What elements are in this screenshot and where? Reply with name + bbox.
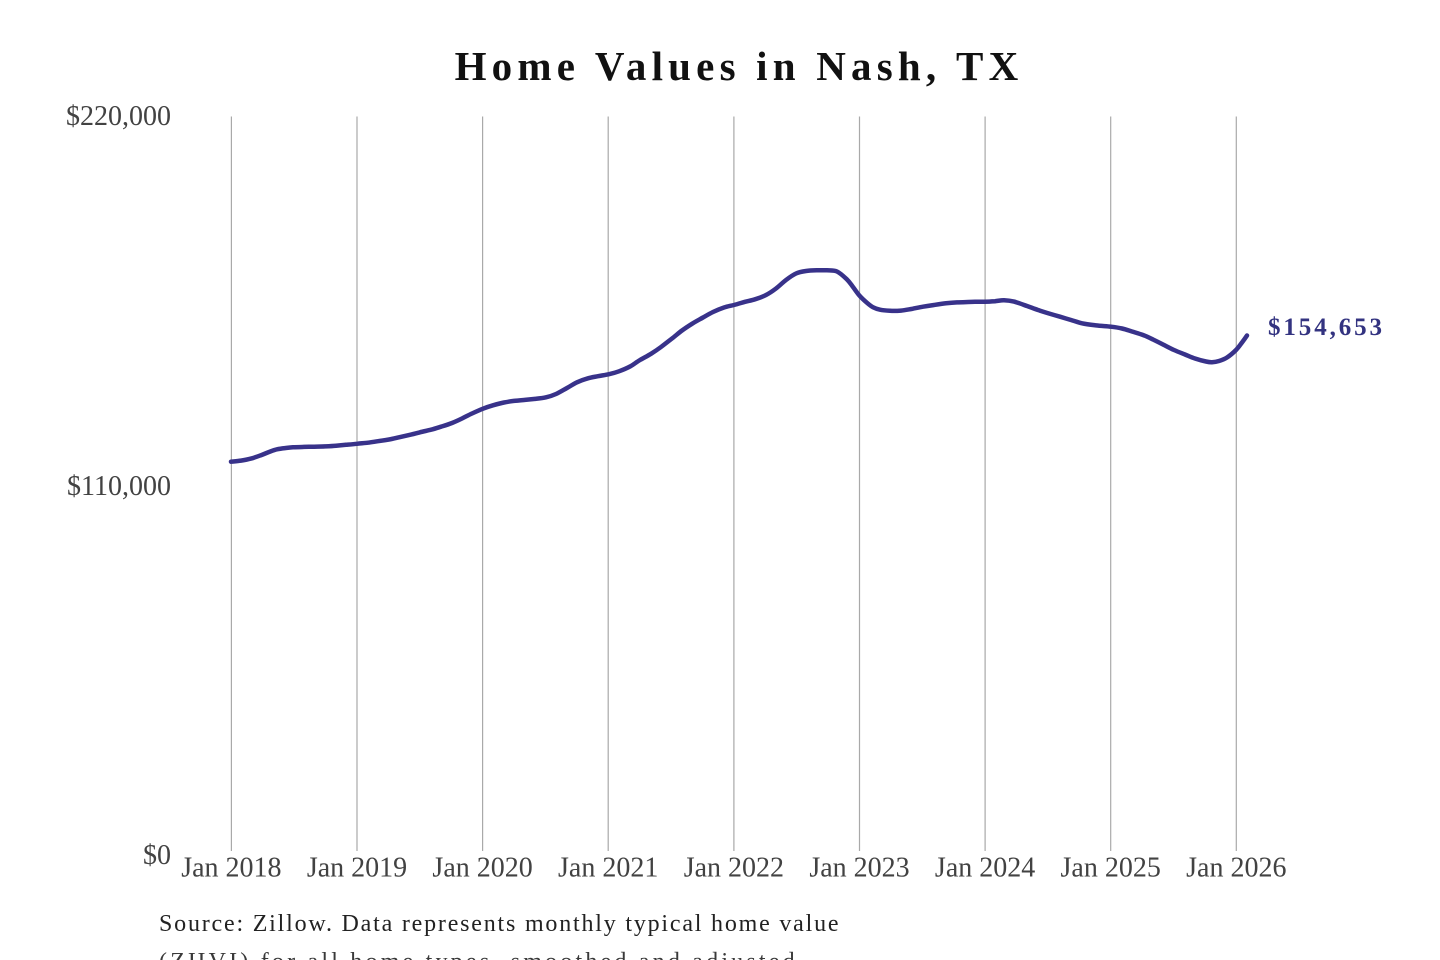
svg-text:Jan 2020: Jan 2020 [432,853,532,884]
svg-text:Jan 2025: Jan 2025 [1061,853,1161,884]
svg-text:$0: $0 [143,840,171,871]
svg-text:Jan 2024: Jan 2024 [935,853,1035,884]
svg-text:$110,000: $110,000 [67,471,171,502]
svg-text:Jan 2019: Jan 2019 [307,853,407,884]
svg-text:Jan 2021: Jan 2021 [558,853,658,884]
svg-text:Source: Zillow. Data represent: Source: Zillow. Data represents monthly … [159,911,840,937]
svg-text:$220,000: $220,000 [66,101,171,132]
svg-text:Jan 2023: Jan 2023 [809,853,909,884]
svg-text:Jan 2022: Jan 2022 [684,853,784,884]
svg-text:(ZHVI) for all home types, smo: (ZHVI) for all home types, smoothed and … [159,949,798,960]
svg-text:Jan 2018: Jan 2018 [181,853,281,884]
svg-text:Home Values in Nash, TX: Home Values in Nash, TX [455,43,1024,89]
svg-text:$154,653: $154,653 [1268,314,1385,341]
svg-text:Jan 2026: Jan 2026 [1186,853,1286,884]
